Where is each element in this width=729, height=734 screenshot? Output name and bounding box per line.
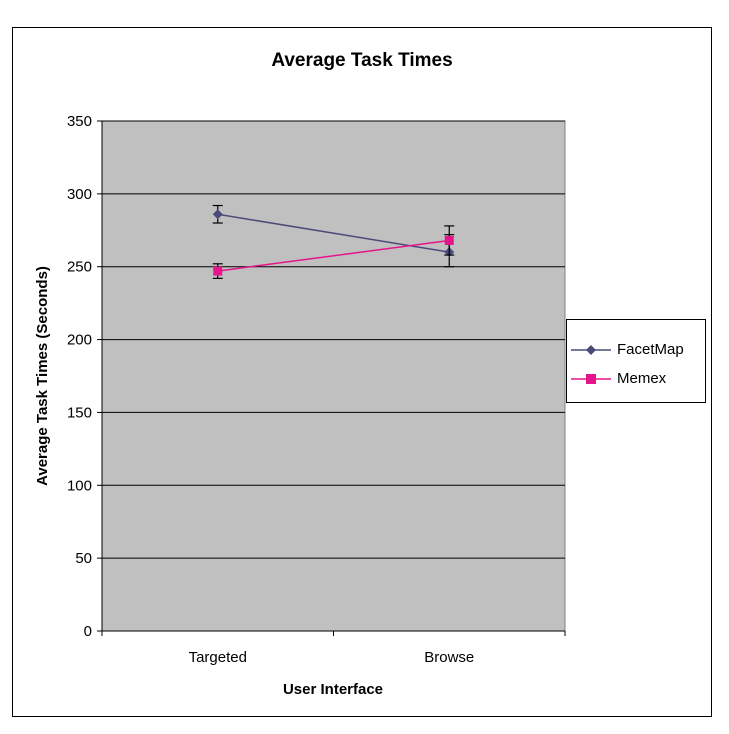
plot-area (101, 120, 566, 632)
legend-entry-facetmap: FacetMap (567, 338, 705, 362)
y-tick-label: 200 (67, 332, 92, 349)
legend-label-memex: Memex (617, 370, 667, 387)
y-tick-label: 300 (67, 186, 92, 203)
y-tick-label: 150 (67, 404, 92, 421)
legend-swatch-facetmap (571, 345, 611, 355)
y-axis-label: Average Task Times (Seconds) (34, 266, 51, 486)
series-line-memex (217, 239, 450, 272)
y-tick-label: 50 (75, 550, 92, 567)
legend-swatch-memex (571, 374, 611, 384)
chart-title: Average Task Times (271, 50, 452, 71)
data-point-facetmap (212, 209, 223, 220)
chart-legend: FacetMap Memex (566, 319, 706, 403)
legend-label-facetmap: FacetMap (617, 341, 684, 358)
data-point-memex (444, 235, 454, 245)
data-point-memex (213, 266, 223, 276)
legend-entry-memex: Memex (567, 367, 705, 391)
y-tick-label: 350 (67, 113, 92, 130)
x-axis-label: User Interface (283, 681, 383, 698)
x-tick-label: Targeted (189, 649, 247, 666)
y-tick-label: 0 (84, 623, 92, 640)
series-memex (212, 234, 455, 279)
y-tick-label: 250 (67, 259, 92, 276)
y-tick-label: 100 (67, 477, 92, 494)
x-tick-label: Browse (424, 649, 474, 666)
